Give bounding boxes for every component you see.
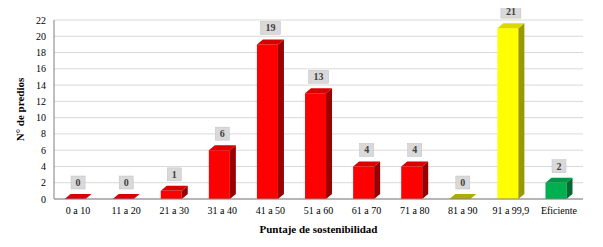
svg-text:13: 13: [314, 71, 324, 82]
svg-text:6: 6: [41, 145, 46, 156]
svg-text:71 a 80: 71 a 80: [400, 205, 429, 216]
svg-text:2: 2: [41, 177, 46, 188]
svg-text:14: 14: [36, 80, 46, 91]
svg-text:8: 8: [41, 128, 46, 139]
svg-text:12: 12: [36, 96, 46, 107]
svg-text:31 a 40: 31 a 40: [208, 205, 237, 216]
svg-text:1: 1: [172, 169, 177, 180]
svg-text:19: 19: [265, 22, 275, 33]
svg-text:61 a 70: 61 a 70: [352, 205, 381, 216]
svg-text:0: 0: [76, 177, 81, 188]
svg-text:11 a 20: 11 a 20: [112, 205, 141, 216]
svg-text:41 a 50: 41 a 50: [256, 205, 285, 216]
svg-text:21: 21: [506, 8, 516, 17]
svg-text:0: 0: [41, 194, 46, 205]
svg-text:81 a 90: 81 a 90: [448, 205, 477, 216]
svg-text:16: 16: [36, 63, 46, 74]
svg-text:0 a 10: 0 a 10: [66, 205, 90, 216]
svg-text:91 a 99,9: 91 a 99,9: [492, 205, 529, 216]
svg-text:6: 6: [220, 128, 225, 139]
svg-text:22: 22: [36, 15, 46, 26]
svg-text:4: 4: [412, 144, 417, 155]
svg-text:10: 10: [36, 112, 46, 123]
svg-text:0: 0: [460, 177, 465, 188]
svg-text:21 a 30: 21 a 30: [160, 205, 189, 216]
svg-text:20: 20: [36, 31, 46, 42]
svg-text:0: 0: [124, 177, 129, 188]
svg-text:Puntaje de sostenibilidad: Puntaje de sostenibilidad: [260, 223, 378, 235]
svg-text:18: 18: [36, 47, 46, 58]
svg-text:4: 4: [364, 144, 369, 155]
svg-text:Eficiente: Eficiente: [541, 205, 578, 216]
svg-text:4: 4: [41, 161, 46, 172]
svg-text:51 a 60: 51 a 60: [304, 205, 333, 216]
svg-text:2: 2: [556, 161, 561, 172]
svg-text:N° de predios: N° de predios: [14, 77, 26, 141]
